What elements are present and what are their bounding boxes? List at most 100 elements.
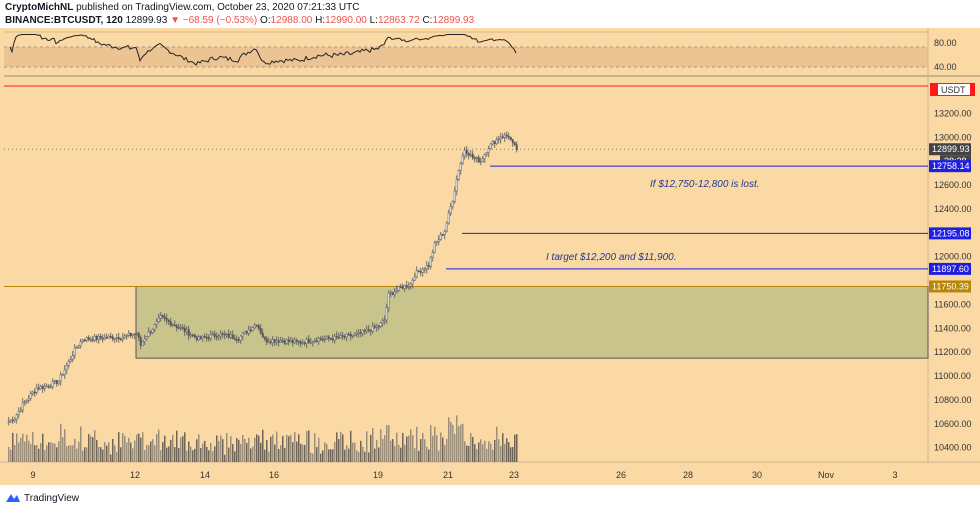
current-price-label: 12899.93: [932, 144, 970, 154]
volume-bar: [436, 435, 438, 462]
tradingview-logo-icon[interactable]: [5, 491, 21, 503]
candle-body: [493, 141, 496, 144]
candle-body: [193, 334, 196, 338]
volume-bar: [50, 442, 52, 462]
time-tick-label: 12: [130, 470, 140, 480]
volume-bar: [196, 439, 198, 462]
price-tick-label: 10800.00: [934, 395, 972, 405]
candle-body: [513, 142, 516, 145]
volume-bar: [212, 451, 214, 462]
candle-body: [433, 242, 436, 253]
symbol-label[interactable]: BINANCE:BTCUSDT, 120: [5, 15, 123, 26]
volume-bar: [486, 448, 488, 462]
volume-bar: [492, 449, 494, 462]
candle-body: [369, 330, 372, 332]
candle-body: [443, 230, 446, 236]
time-axis[interactable]: 9 12 14 16 19 21 23 26 28 30 Nov 3: [30, 470, 897, 480]
price-tick-label: 12600.00: [934, 180, 972, 190]
candle-body: [211, 333, 214, 336]
candle-body: [89, 339, 92, 341]
candle-body: [463, 149, 466, 157]
candle-body: [219, 333, 222, 337]
candle-body: [301, 342, 304, 344]
candle-body: [153, 324, 156, 330]
candle-body: [373, 325, 376, 328]
volume-bar: [356, 450, 358, 462]
candle-body: [283, 340, 286, 344]
candle-body: [61, 374, 64, 376]
volume-bar: [488, 441, 490, 462]
volume-bar: [114, 445, 116, 462]
volume-bar: [330, 449, 332, 462]
price-axis[interactable]: 10400.00 10600.00 10800.00 11000.00 11200.00…: [934, 108, 972, 452]
candle-body: [31, 391, 34, 395]
volume-bar: [220, 435, 222, 462]
annotation-lost: If $12,750-12,800 is lost.: [650, 179, 760, 190]
candle-body: [125, 335, 128, 337]
volume-bar: [120, 447, 122, 462]
volume-bar: [182, 436, 184, 462]
candle-body: [135, 333, 138, 335]
candle-body: [95, 336, 98, 340]
volume-bar: [512, 446, 514, 462]
volume-bar: [500, 446, 502, 462]
candle-body: [421, 268, 424, 273]
candle-body: [181, 327, 184, 329]
volume-bar: [404, 444, 406, 462]
volume-bar: [126, 442, 128, 462]
publisher-name[interactable]: CryptoMichNL: [5, 2, 74, 13]
volume-bar: [206, 446, 208, 462]
volume-bar: [224, 454, 226, 462]
volume-bar: [362, 446, 364, 462]
candle-body: [417, 270, 420, 273]
volume-bar: [68, 445, 70, 462]
volume-bar: [308, 430, 310, 462]
candle-body: [361, 330, 364, 334]
candle-body: [505, 134, 508, 137]
candle-body: [179, 327, 182, 329]
high-value: 12990.00: [325, 15, 367, 26]
volume-bar: [384, 435, 386, 462]
volume-bar: [32, 431, 34, 462]
low-label: L:: [369, 15, 378, 26]
candle-body: [441, 234, 444, 236]
volume-bar: [424, 439, 426, 462]
volume-bar: [198, 434, 200, 462]
published-text: published on TradingView.com, October 23…: [76, 2, 360, 13]
candle-body: [327, 336, 330, 339]
volume-bar: [38, 448, 40, 462]
price-tick-label: 12400.00: [934, 204, 972, 214]
candle-body: [499, 136, 502, 140]
candle-body: [229, 334, 232, 338]
time-tick-label: 14: [200, 470, 210, 480]
volume-bar: [426, 446, 428, 462]
candle-body: [237, 339, 240, 341]
footer: TradingView: [0, 485, 980, 511]
volume-bar: [94, 430, 96, 462]
volume-bar: [514, 434, 516, 462]
candle-body: [319, 338, 322, 340]
candle-body: [445, 222, 448, 232]
candle-body: [485, 152, 488, 155]
tradingview-brand[interactable]: TradingView: [24, 493, 80, 504]
range-top-label: 11750.39: [932, 281, 969, 291]
volume-bar: [484, 440, 486, 462]
candle-body: [375, 325, 378, 328]
candle-body: [477, 157, 480, 163]
candle-body: [147, 331, 150, 337]
candle-body: [449, 206, 452, 214]
volume-bar: [180, 437, 182, 462]
volume-bar: [254, 437, 256, 462]
candle-body: [297, 341, 300, 343]
volume-bar: [80, 426, 82, 462]
candle-body: [19, 409, 22, 412]
volume-bar: [246, 442, 248, 462]
time-tick-label: 30: [752, 470, 762, 480]
price-tick-label: 11600.00: [934, 299, 971, 309]
volume-bar: [354, 442, 356, 462]
candle-body: [233, 338, 236, 340]
volume-bar: [116, 451, 118, 462]
volume-bar: [54, 443, 56, 462]
volume-bar: [16, 433, 18, 462]
